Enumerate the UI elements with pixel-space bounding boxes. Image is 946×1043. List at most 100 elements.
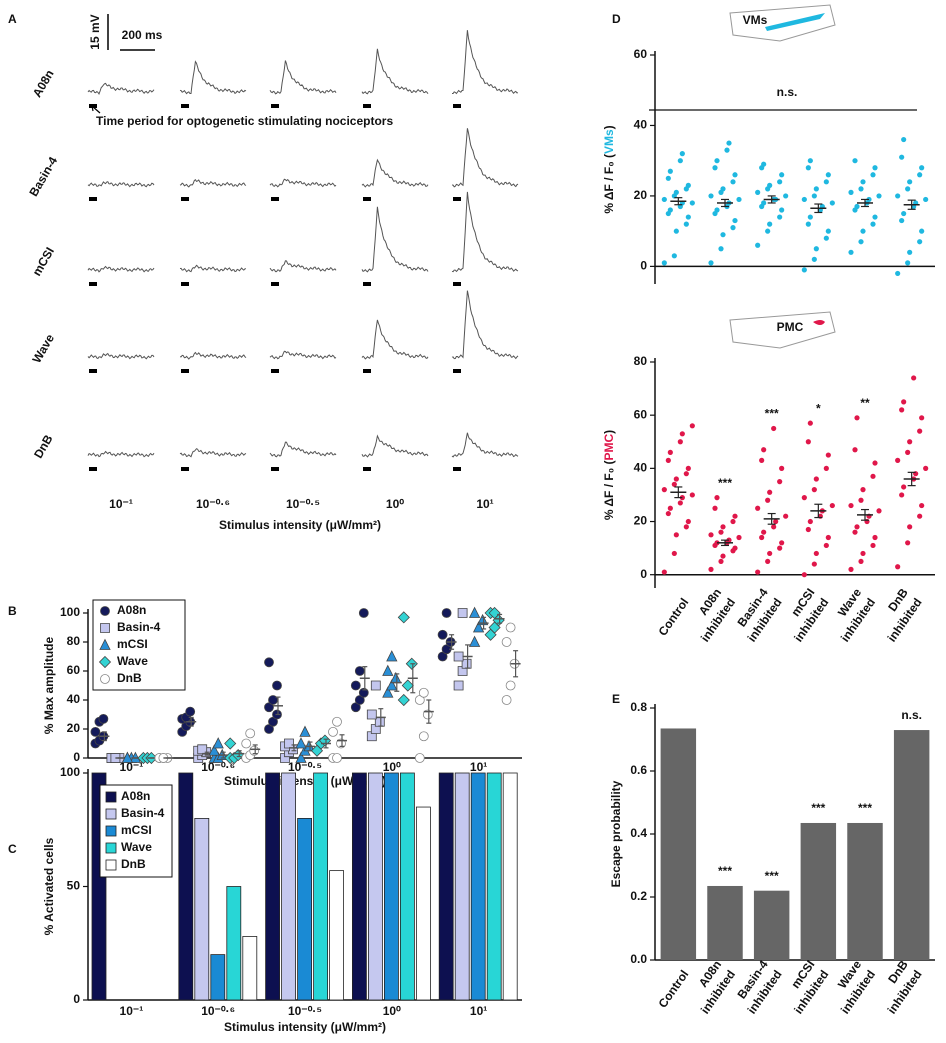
x-tick-label: 10¹ [470,760,487,774]
data-point [765,558,771,565]
y-axis-label: Escape probability [609,780,623,887]
bar [281,772,297,1001]
trace [87,265,155,273]
trace [451,128,519,188]
marker [505,622,516,633]
data-point [665,175,671,181]
legend-swatch [105,791,117,803]
data-point [773,518,779,525]
trace [87,352,155,360]
significance-label: *** [718,476,732,490]
category-label: Control [655,968,691,1011]
data-point [765,228,771,234]
marker [332,753,342,763]
data-point [825,228,831,234]
data-point [829,200,835,206]
data-point [732,217,738,224]
marker [386,650,398,662]
data-point [813,246,819,252]
trace [451,191,519,273]
marker [501,637,512,647]
bar [415,806,431,1001]
y-tick-label: 100 [60,605,80,619]
comparison-label: n.s. [777,85,798,99]
data-point [665,457,671,463]
bar [178,772,194,1001]
data-point [777,545,783,551]
data-point [714,158,720,164]
data-point [854,203,860,210]
data-point [671,550,677,557]
marker [457,608,468,618]
legend-marker [100,606,110,616]
row-label: Basin-4 [26,154,60,199]
marker [328,727,338,737]
data-point [860,228,866,234]
marker [121,751,134,763]
data-point [805,165,811,171]
data-point [901,210,907,217]
data-point [677,439,683,445]
data-point [708,260,714,266]
data-point [852,529,858,535]
bar [502,772,518,1001]
y-axis-label-part: % ΔF / F₀ ( [602,154,616,214]
stimulus-bar [453,467,461,471]
bar [660,728,697,960]
data-point [872,534,878,541]
data-point [679,151,685,157]
y-tick-label: 80 [634,354,648,368]
marker [90,727,101,737]
data-point [854,524,860,530]
y-tick-label: 40 [634,461,648,475]
data-point [685,465,691,471]
row-label: Wave [29,331,57,365]
trace [452,30,519,95]
data-point [899,492,905,498]
marker [264,702,274,713]
data-point [895,457,901,463]
stimulus-bar [363,104,371,108]
marker [350,680,361,691]
panel-letter: B [8,604,17,618]
data-point [848,189,854,195]
stimulus-bar [271,467,279,471]
data-point [858,186,864,192]
data-point [872,165,878,171]
bar [297,818,313,1001]
data-point [905,540,911,546]
data-point [761,447,767,453]
data-point [870,221,876,227]
y-tick-label: 20 [67,721,81,735]
stimulus-bar [89,282,97,286]
bar [847,822,883,960]
data-point [761,200,767,206]
y-tick-label: 0 [640,259,647,273]
trace [269,441,337,458]
marker [354,695,365,705]
data-point [683,221,689,227]
bar [399,772,415,1001]
data-point [783,513,789,519]
data-point [823,542,829,549]
x-tick-label: 10⁻⁰·⁶ [201,1004,235,1018]
x-tick-label: 10⁻⁰·⁵ [288,760,322,774]
bar [329,870,345,1001]
data-point [823,179,829,185]
legend-label: Wave [121,840,152,854]
data-point [807,420,813,426]
significance-label: ** [860,396,870,410]
marker [295,751,307,763]
stimulus-bar [363,282,371,286]
data-point [919,415,925,421]
data-point [899,407,905,413]
stimulus-bar [453,104,461,108]
data-point [771,425,777,432]
y-tick-label: 20 [634,514,648,528]
data-point [759,457,765,463]
panel-letter: D [612,12,621,26]
trace [179,351,247,360]
data-point [895,193,901,199]
x-tick-label: 10⁻¹ [120,1004,144,1018]
